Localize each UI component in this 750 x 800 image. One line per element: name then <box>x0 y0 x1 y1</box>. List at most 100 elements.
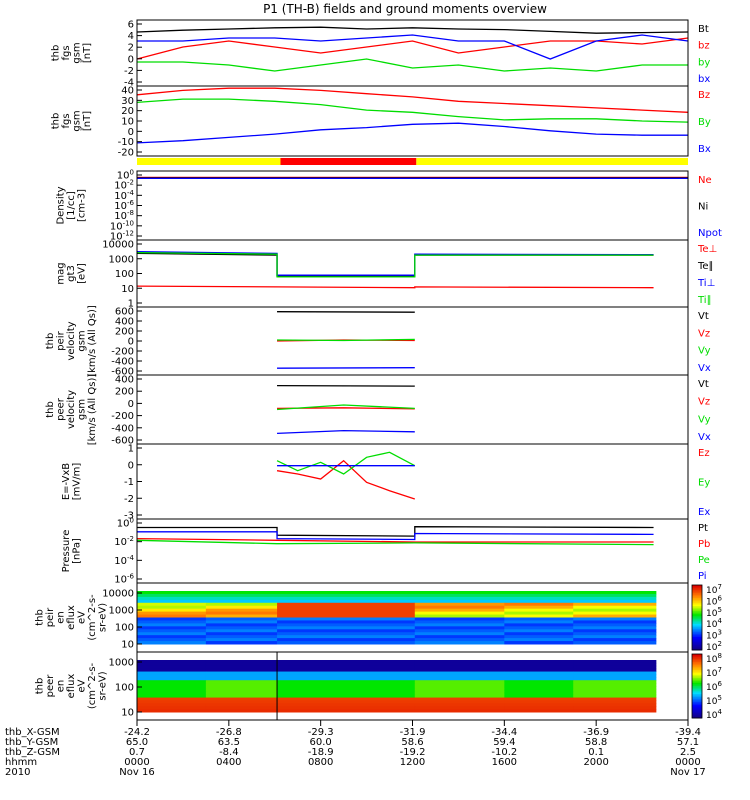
spectrogram-cell <box>277 638 416 642</box>
panel-frame <box>136 170 689 241</box>
colorbar-segment <box>692 716 702 719</box>
series-line-Te∥ <box>136 252 654 277</box>
colorbar-segment <box>692 682 702 685</box>
colorbar-tick-label: 108 <box>706 652 722 665</box>
x-axis-value: -26.8 <box>216 727 242 738</box>
spectrogram-cell <box>504 608 574 613</box>
spectrogram-cell <box>205 662 278 667</box>
series-line-Bt <box>136 26 689 34</box>
y-axis-label: E=-VxB[mV/m] <box>61 463 83 501</box>
spectrogram-cell <box>277 694 416 699</box>
spectrogram-cell <box>414 706 505 710</box>
legend-entry: Vt <box>698 311 709 322</box>
colorbar-segment <box>692 625 702 628</box>
spectrogram-cell <box>277 623 416 627</box>
spectrogram-cell <box>504 703 574 707</box>
panel-temperature: Te⊥ Te∥ Ti⊥ Ti∥ 10000 1000 100 10 1 maggt3[eV] <box>56 239 717 310</box>
spectrogram-cell <box>205 599 278 604</box>
y-axis-label: thbpeerenefluxeV(cm^2-s-sr-eV) <box>35 662 109 709</box>
colorbar-tick-label: 103 <box>706 629 722 642</box>
spectrogram-cell <box>137 674 207 678</box>
colorbar-segment <box>692 658 702 661</box>
x-axis-value: 0400 <box>216 757 241 768</box>
legend-entry: Pi <box>698 571 707 582</box>
y-tick-label: 10-2 <box>114 535 134 548</box>
spectrogram-cell <box>277 602 416 607</box>
spectrogram-cell <box>504 668 574 673</box>
legend-entry: Ex <box>698 507 710 518</box>
spectrogram-cell <box>573 638 657 642</box>
colorbar-segment <box>692 666 702 669</box>
spectrogram-cell <box>277 608 416 613</box>
colorbar-segment <box>692 640 702 643</box>
x-axis-value: 58.8 <box>585 737 607 748</box>
spectrogram-cell <box>137 638 207 642</box>
colorbar-tick-label: 104 <box>706 708 722 721</box>
spectrogram-cell <box>277 665 416 670</box>
colorbar-segment <box>692 702 702 705</box>
colorbar-segment <box>692 684 702 687</box>
y-tick-label: 0 <box>128 399 134 410</box>
colorbar-segment <box>692 648 702 651</box>
spectrogram-cell <box>137 688 207 693</box>
legend-entry: by <box>698 57 710 68</box>
colorbar-segment <box>692 620 702 623</box>
spectrogram-cell <box>277 691 416 696</box>
spectrogram-cell <box>277 677 416 681</box>
spectrogram-cell <box>277 671 416 675</box>
series-line-by <box>137 58 688 72</box>
spectrogram-cell <box>414 688 505 693</box>
y-tick-label: -1 <box>124 477 134 488</box>
spectrogram-cell <box>573 686 657 690</box>
y-tick-label: 1000 <box>109 254 134 265</box>
x-axis-value: 1200 <box>400 757 425 768</box>
x-axis-value: 65.0 <box>126 737 148 748</box>
x-axis-value: 0.1 <box>588 747 604 758</box>
y-tick-label: 200 <box>115 327 134 338</box>
y-tick-label: 10000 <box>102 589 134 600</box>
spectrogram-cell <box>277 709 416 713</box>
legend-entry: Ti∥ <box>697 295 712 306</box>
legend-entry: Vy <box>698 414 711 425</box>
spectrogram-cell <box>205 641 278 645</box>
spectrogram-cell <box>504 665 574 670</box>
y-tick-label: 1000 <box>109 606 134 617</box>
colorbar-segment <box>692 695 702 698</box>
spectrogram-cell <box>277 688 416 693</box>
x-axis-value: 0800 <box>308 757 333 768</box>
legend-entry: bz <box>698 41 710 52</box>
x-axis-value: -34.4 <box>491 727 517 738</box>
spectrogram-cell <box>277 626 416 630</box>
spectrogram-cell <box>504 602 574 607</box>
series-line-Vy <box>277 404 415 411</box>
spectrogram-cell <box>504 591 574 595</box>
spectrogram-cell <box>414 665 505 670</box>
spectrogram-cell <box>414 700 505 704</box>
spectrogram-cell <box>277 700 416 704</box>
y-tick-label: 10-6 <box>114 199 134 212</box>
y-tick-label: 100 <box>117 169 134 182</box>
spectrogram-cell <box>137 668 207 673</box>
colorbar-segment <box>692 673 702 676</box>
spectrogram-cell <box>504 677 574 681</box>
colorbar-segment <box>692 668 702 671</box>
spectrogram-cell <box>504 617 574 621</box>
colorbar-segment <box>692 586 702 589</box>
spectrogram-cell <box>414 593 505 598</box>
spectrogram-cell <box>573 662 657 667</box>
y-tick-label: 10 <box>121 117 134 128</box>
spectrogram-cell <box>277 680 416 684</box>
spectrogram-cell <box>573 706 657 710</box>
spectrogram-cell <box>573 593 657 598</box>
spectrogram-cell <box>573 688 657 693</box>
spectrogram-cell <box>504 709 574 713</box>
colorbar-segment <box>692 593 702 596</box>
y-tick-label: 10-4 <box>114 554 134 567</box>
spectrogram-cell <box>205 694 278 699</box>
spectrogram-cell <box>573 697 657 701</box>
spectrogram-cell <box>414 677 505 681</box>
spectrogram-cell <box>205 638 278 642</box>
y-tick-label: 2 <box>128 43 134 54</box>
